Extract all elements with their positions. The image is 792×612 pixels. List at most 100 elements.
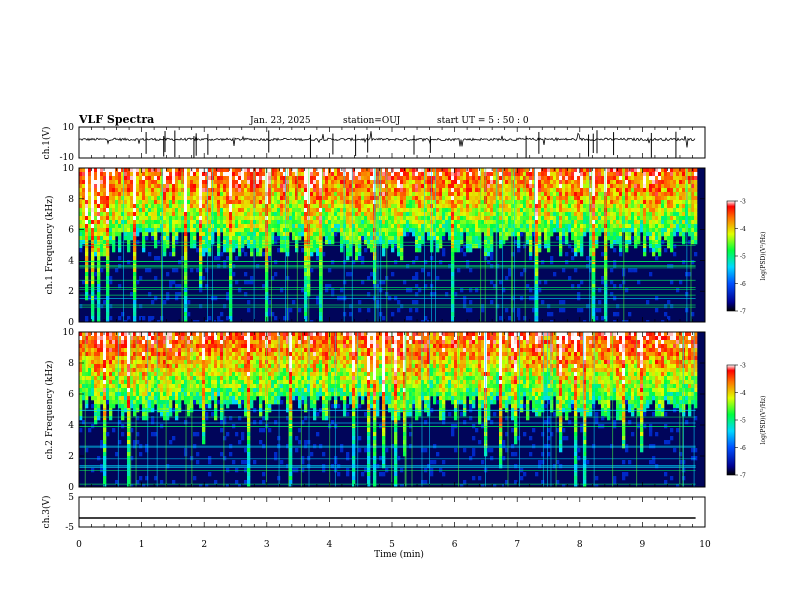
spec-cell bbox=[265, 276, 269, 281]
spec-cell bbox=[130, 180, 134, 185]
spec-cell bbox=[505, 216, 509, 221]
spec-cell bbox=[88, 220, 92, 225]
spec-cell bbox=[607, 192, 611, 197]
spec-cell bbox=[439, 192, 443, 197]
spec-cell bbox=[526, 224, 530, 229]
spec-cell bbox=[190, 228, 194, 233]
spec-cell bbox=[451, 232, 455, 237]
spec-cell bbox=[319, 188, 323, 193]
spec-cell bbox=[673, 200, 677, 205]
spec-cell bbox=[262, 200, 266, 205]
spec-cell bbox=[490, 172, 494, 177]
spec-cell bbox=[505, 236, 509, 241]
spec-cell bbox=[619, 172, 623, 177]
spec-cell bbox=[676, 180, 680, 185]
spec-cell bbox=[493, 172, 497, 177]
spec-cell bbox=[610, 220, 614, 225]
spec-cell bbox=[127, 208, 131, 213]
spec-cell bbox=[670, 304, 674, 309]
spec-cell bbox=[463, 208, 467, 213]
spec-cell bbox=[427, 204, 431, 209]
spec-cell bbox=[283, 172, 287, 177]
spec-cell bbox=[91, 208, 95, 213]
spec-cell bbox=[148, 188, 152, 193]
spec-cell bbox=[601, 204, 605, 209]
spec-cell bbox=[691, 208, 695, 213]
spec-cell bbox=[649, 204, 653, 209]
spec-cell bbox=[277, 204, 281, 209]
spec-cell bbox=[619, 212, 623, 217]
spec-cell bbox=[361, 200, 365, 205]
spec-cell bbox=[94, 172, 98, 177]
spec-cell bbox=[97, 276, 101, 281]
spec-cell bbox=[316, 196, 320, 201]
spec-cell bbox=[226, 228, 230, 233]
spec-cell bbox=[523, 196, 527, 201]
spec-cell bbox=[220, 224, 224, 229]
spec-cell bbox=[199, 204, 203, 209]
spec-cell bbox=[151, 216, 155, 221]
spec-cell bbox=[217, 232, 221, 237]
spec-cell bbox=[265, 176, 269, 181]
spec-cell bbox=[235, 176, 239, 181]
spec-cell bbox=[496, 204, 500, 209]
spec-cell bbox=[208, 252, 212, 257]
spec-cell bbox=[238, 172, 242, 177]
spec-cell bbox=[451, 188, 455, 193]
spec-cell bbox=[166, 296, 170, 301]
spec-cell bbox=[415, 172, 419, 177]
spec-cell bbox=[172, 168, 176, 173]
spec-cell bbox=[121, 204, 125, 209]
ch1-spec-ticks bbox=[78, 168, 706, 322]
spec-cell bbox=[595, 192, 599, 197]
spec-cell bbox=[607, 204, 611, 209]
spec-cell bbox=[682, 184, 686, 189]
spec-cell bbox=[529, 216, 533, 221]
spec-cell bbox=[472, 176, 476, 181]
spec-cell bbox=[535, 212, 539, 217]
spec-cell bbox=[184, 184, 188, 189]
spec-cell bbox=[349, 192, 353, 197]
spec-cell bbox=[412, 172, 416, 177]
spec-cell bbox=[667, 212, 671, 217]
spec-cell bbox=[628, 172, 632, 177]
spec-cell bbox=[337, 296, 341, 301]
spec-cell bbox=[196, 212, 200, 217]
spec-cell bbox=[133, 200, 137, 205]
spec-cell bbox=[556, 236, 560, 241]
spec-cell bbox=[634, 184, 638, 189]
spec-cell bbox=[79, 356, 83, 361]
spec-cell bbox=[85, 232, 89, 237]
spec-cell bbox=[91, 248, 95, 253]
spec-cell bbox=[319, 212, 323, 217]
spec-cell bbox=[562, 180, 566, 185]
spec-cell bbox=[91, 196, 95, 201]
spec-cell bbox=[280, 172, 284, 177]
spec-cell bbox=[634, 216, 638, 221]
spec-cell bbox=[247, 228, 251, 233]
spec-cell bbox=[100, 172, 104, 177]
spec-cell bbox=[127, 316, 131, 321]
spec-cell bbox=[466, 188, 470, 193]
spec-cell bbox=[679, 180, 683, 185]
spec-cell bbox=[613, 320, 617, 322]
spec-cell bbox=[187, 212, 191, 217]
spec-cell bbox=[358, 300, 362, 305]
spec-cell bbox=[223, 244, 227, 249]
spec-cell bbox=[250, 236, 254, 241]
spec-cell bbox=[607, 232, 611, 237]
start-ut-label: start UT = 5 : 50 : 0 bbox=[437, 116, 529, 126]
spec-cell bbox=[550, 204, 554, 209]
spec-cell bbox=[517, 212, 521, 217]
spec-cell bbox=[298, 200, 302, 205]
spec-cell bbox=[91, 312, 95, 317]
spec-cell bbox=[259, 172, 263, 177]
spec-cell bbox=[553, 220, 557, 225]
spec-cell bbox=[445, 192, 449, 197]
spec-cell bbox=[208, 200, 212, 205]
spec-cell bbox=[187, 200, 191, 205]
spec-cell bbox=[532, 296, 536, 301]
spec-cell bbox=[409, 172, 413, 177]
spec-cell bbox=[358, 196, 362, 201]
spec-cell bbox=[94, 248, 98, 253]
